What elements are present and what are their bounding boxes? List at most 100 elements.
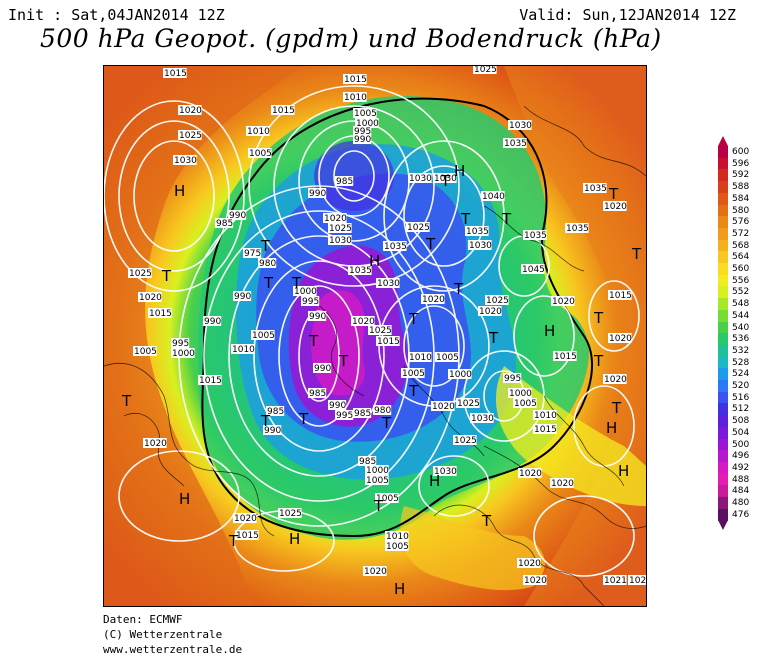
- legend-value: 516: [732, 392, 750, 403]
- legend-level: 476: [718, 508, 764, 521]
- low-pressure-marker: T: [338, 352, 349, 370]
- isobar-label: 985: [308, 388, 327, 399]
- isobar-label: 1025: [128, 268, 152, 279]
- isobar-label: 1030: [408, 173, 432, 184]
- legend-level: 516: [718, 391, 764, 404]
- svg-text:985: 985: [267, 407, 284, 417]
- color-scale-legend: 600 596 592 588 584 580 576 572 568 564 560 556 552 5…: [712, 136, 764, 536]
- legend-level: 600: [718, 146, 764, 158]
- low-pressure-marker: T: [631, 245, 642, 263]
- isobar-label: 1020: [551, 296, 575, 307]
- svg-text:1010: 1010: [247, 127, 270, 137]
- isobar-label: 1015: [553, 351, 577, 362]
- legend-swatch: [718, 251, 728, 264]
- isobar-label: 1035: [383, 241, 407, 252]
- blue-pool-north: [314, 141, 394, 211]
- isobar-label: 1020: [431, 401, 455, 412]
- svg-text:1035: 1035: [504, 139, 527, 149]
- isobar-label: 1025: [278, 508, 302, 519]
- svg-text:995: 995: [336, 411, 353, 421]
- legend-level: 548: [718, 298, 764, 311]
- svg-text:990: 990: [234, 292, 251, 302]
- legend-value: 500: [732, 439, 750, 450]
- svg-text:1020: 1020: [604, 202, 627, 212]
- legend-value: 556: [732, 275, 750, 286]
- svg-text:1025: 1025: [474, 66, 497, 75]
- isobar-label: 1000: [365, 465, 389, 476]
- isobar-label: 1020: [523, 575, 547, 586]
- legend-level: 560: [718, 263, 764, 275]
- svg-text:1025: 1025: [454, 436, 477, 446]
- svg-text:1025: 1025: [279, 509, 302, 519]
- isobar-label: 995: [171, 338, 190, 349]
- isobar-label: 1015: [163, 68, 187, 79]
- low-pressure-marker: T: [228, 532, 239, 550]
- legend-swatch: [718, 344, 728, 357]
- svg-text:1020: 1020: [144, 439, 167, 449]
- valid-time-label: Valid: Sun,12JAN2014 12Z: [519, 6, 736, 24]
- svg-text:1000: 1000: [449, 370, 472, 380]
- svg-text:1020: 1020: [524, 576, 547, 586]
- legend-value: 552: [732, 287, 750, 298]
- high-pressure-marker: H: [606, 419, 617, 437]
- legend-level: 532: [718, 344, 764, 357]
- legend-arrow-up-icon: [718, 136, 728, 146]
- svg-text:1015: 1015: [164, 69, 187, 79]
- isobar-label: 985: [266, 406, 285, 417]
- legend-level: 496: [718, 450, 764, 463]
- legend-value: 540: [732, 322, 750, 333]
- legend-swatch: [718, 485, 728, 498]
- legend-level: 588: [718, 181, 764, 194]
- svg-text:1015: 1015: [149, 309, 172, 319]
- isobar-label: 1015: [608, 290, 632, 301]
- high-pressure-marker: H: [369, 252, 380, 270]
- isobar-label: 1030: [328, 235, 352, 246]
- legend-level: 536: [718, 333, 764, 346]
- legend-value: 508: [732, 416, 750, 427]
- svg-text:1005: 1005: [354, 109, 377, 119]
- high-pressure-marker: H: [454, 162, 465, 180]
- footer-credits: Daten: ECMWF (C) Wetterzentrale www.wett…: [103, 612, 242, 657]
- isobar-label: 1045: [521, 264, 545, 275]
- isobar-label: 1015: [148, 308, 172, 319]
- svg-text:1020: 1020: [604, 375, 627, 385]
- isobar-label: 1005: [375, 493, 399, 504]
- high-pressure-marker: H: [289, 530, 300, 548]
- legend-level: 568: [718, 239, 764, 252]
- svg-text:1020: 1020: [629, 576, 646, 586]
- low-pressure-marker: T: [425, 235, 436, 253]
- svg-text:1025: 1025: [407, 223, 430, 233]
- isobar-label: 1025: [453, 435, 477, 446]
- svg-text:1025: 1025: [457, 399, 480, 409]
- svg-text:1005: 1005: [386, 542, 409, 552]
- isobar-label: 995: [503, 373, 522, 384]
- isobar-label: 1015: [533, 424, 557, 435]
- legend-swatch: [718, 181, 728, 194]
- svg-text:1020: 1020: [519, 469, 542, 479]
- isobar-label: 1030: [173, 155, 197, 166]
- legend-swatch: [718, 450, 728, 463]
- isobar-label: 1000: [355, 118, 379, 129]
- legend-value: 524: [732, 369, 750, 380]
- legend-level: 572: [718, 227, 764, 240]
- svg-text:1040: 1040: [482, 192, 505, 202]
- isobar-label: 1025: [178, 130, 202, 141]
- high-pressure-marker: H: [174, 182, 185, 200]
- svg-text:1035: 1035: [524, 231, 547, 241]
- isobar-label: 1035: [583, 183, 607, 194]
- svg-text:995: 995: [354, 127, 371, 137]
- legend-value: 496: [732, 451, 750, 462]
- isobar-label: 985: [353, 408, 372, 419]
- isobar-label: 975: [243, 248, 262, 259]
- legend-swatch: [718, 356, 728, 369]
- legend-level: 484: [718, 485, 764, 498]
- legend-swatch: [718, 216, 728, 229]
- low-pressure-marker: T: [453, 280, 464, 298]
- svg-text:1015: 1015: [344, 75, 367, 85]
- isobar-label: 1020: [608, 333, 632, 344]
- isobar-label: 1020: [421, 294, 445, 305]
- svg-text:990: 990: [354, 135, 371, 145]
- legend-arrow-down-icon: [718, 520, 728, 531]
- legend-level: 592: [718, 169, 764, 182]
- legend-level: 552: [718, 286, 764, 299]
